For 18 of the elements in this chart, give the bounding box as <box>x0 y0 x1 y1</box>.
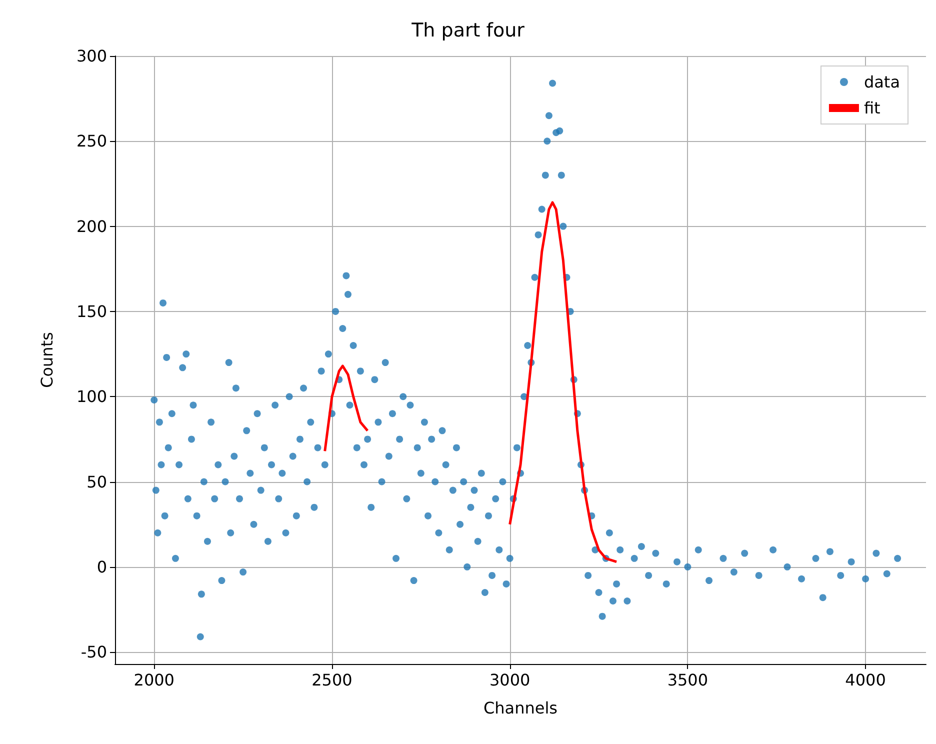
legend-label: data <box>864 72 900 92</box>
x-tick-label: 4000 <box>845 670 886 690</box>
x-tick-label: 3000 <box>489 670 530 690</box>
y-tick-label: 250 <box>76 132 107 151</box>
y-tick-label: 50 <box>86 472 107 492</box>
y-axis-title: Counts <box>38 332 56 388</box>
x-axis-title: Channels <box>483 698 558 718</box>
chart-title: Th part four <box>410 20 525 42</box>
y-tick-label: -50 <box>80 642 107 662</box>
y-tick-label: 300 <box>76 46 107 66</box>
x-tick-label: 2500 <box>312 670 352 690</box>
y-tick-label: 0 <box>96 557 107 576</box>
y-tick-label: 100 <box>76 387 107 406</box>
y-tick-label: 150 <box>76 302 107 321</box>
x-tick-label: 2000 <box>134 670 174 690</box>
y-tick-label: 200 <box>76 216 107 236</box>
x-tick-label: 3500 <box>667 670 708 690</box>
legend-label: fit <box>864 98 880 118</box>
